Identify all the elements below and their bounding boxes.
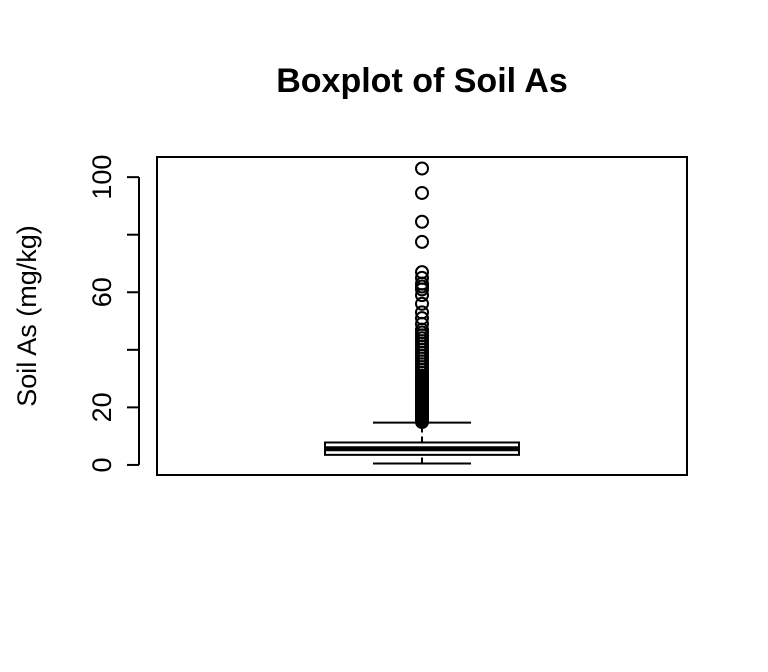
box-group (324, 421, 520, 465)
outlier-point (415, 305, 429, 320)
y-tick-label: 0 (87, 457, 117, 472)
plot-frame (156, 156, 688, 476)
outlier-point (415, 265, 429, 280)
outlier-group (415, 161, 429, 430)
outlier-point (415, 161, 429, 176)
y-axis-label: Soil As (mg/kg) (12, 225, 42, 407)
chart-title: Boxplot of Soil As (276, 62, 568, 100)
outlier-point (415, 234, 429, 249)
y-tick-label: 20 (87, 392, 117, 422)
outlier-point (415, 311, 429, 326)
outlier-point (415, 185, 429, 200)
y-tick-label: 60 (87, 277, 117, 307)
y-tick-label: 100 (87, 155, 117, 200)
outlier-point (415, 270, 429, 285)
y-axis: 0 20 60 100 (87, 155, 140, 472)
outlier-point (415, 214, 429, 229)
outlier-point (415, 296, 429, 311)
